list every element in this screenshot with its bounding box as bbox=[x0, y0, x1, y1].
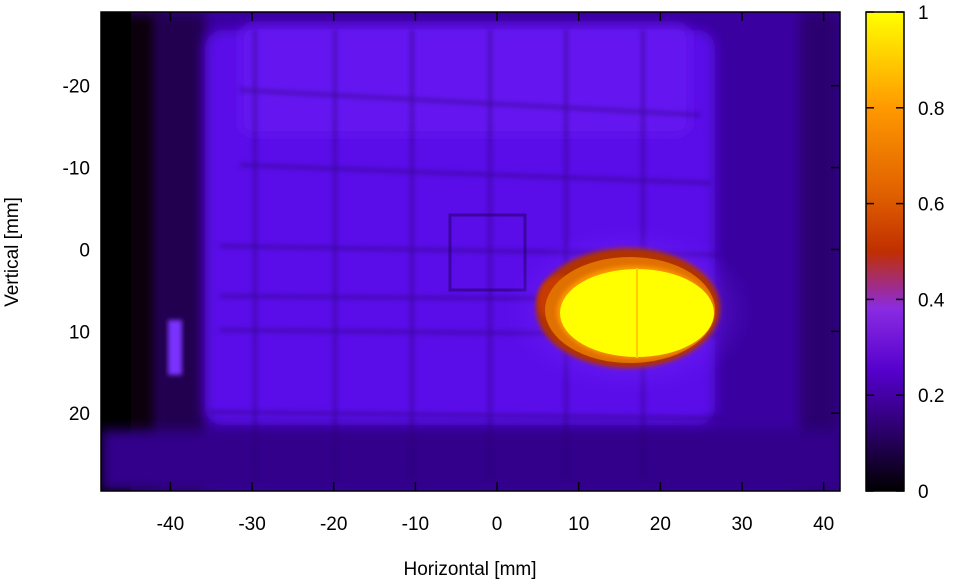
y-tick-label: 10 bbox=[69, 322, 90, 343]
colorbar-ticks: 0 0.2 0.4 0.6 0.8 1 bbox=[866, 3, 945, 503]
colorbar-tick-label: 0.6 bbox=[918, 195, 944, 216]
x-tick-label: 0 bbox=[492, 514, 503, 535]
x-axis-ticks: -40 -30 -20 -10 0 10 20 30 40 bbox=[157, 12, 834, 535]
x-tick-label: -20 bbox=[320, 514, 347, 535]
x-tick-label: -10 bbox=[402, 514, 429, 535]
colorbar-tick-label: 0 bbox=[918, 482, 929, 503]
colorbar-tick-label: 1 bbox=[918, 3, 929, 24]
y-axis-title: Vertical [mm] bbox=[2, 197, 23, 307]
y-tick-label: 20 bbox=[69, 404, 90, 425]
colorbar-tick-label: 0.8 bbox=[918, 99, 944, 120]
x-tick-label: 20 bbox=[650, 514, 671, 535]
y-tick-label: 0 bbox=[79, 240, 90, 261]
x-tick-label: 10 bbox=[568, 514, 589, 535]
y-tick-label: -20 bbox=[63, 77, 90, 98]
colorbar-tick-label: 0.2 bbox=[918, 386, 944, 407]
x-tick-label: 40 bbox=[813, 514, 834, 535]
colorbar bbox=[865, 11, 905, 492]
heatmap-image bbox=[101, 12, 840, 491]
x-tick-label: -30 bbox=[238, 514, 265, 535]
x-tick-label: 30 bbox=[731, 514, 752, 535]
y-axis-ticks: -20 -10 0 10 20 bbox=[63, 77, 840, 425]
colorbar-tick-label: 0.4 bbox=[918, 290, 945, 311]
x-tick-label: -40 bbox=[157, 514, 184, 535]
x-axis-title: Horizontal [mm] bbox=[403, 559, 536, 580]
y-tick-label: -10 bbox=[63, 159, 90, 180]
plot-frame bbox=[100, 11, 841, 492]
